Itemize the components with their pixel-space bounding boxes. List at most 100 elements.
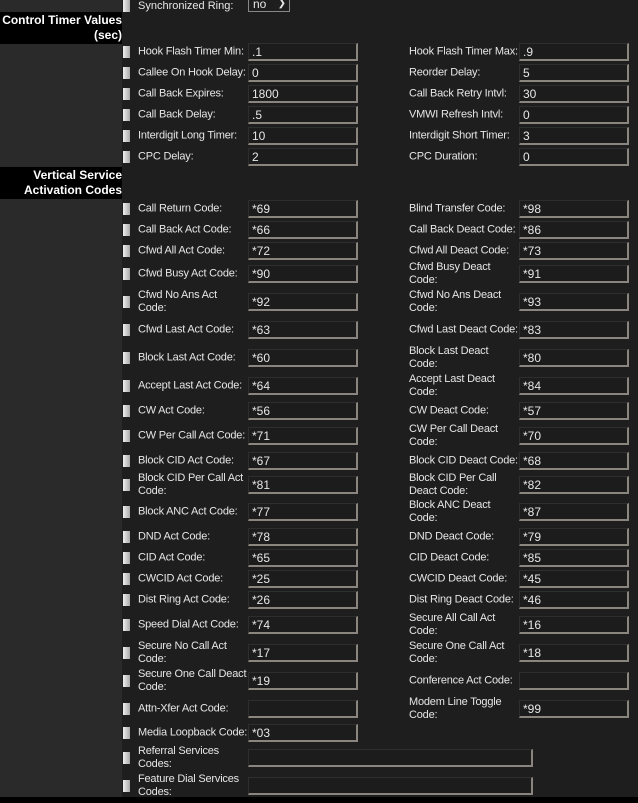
row-marker [123,151,130,163]
attn-xfer-act-code-input[interactable] [248,700,358,718]
cfwd-all-deact-code-input[interactable]: *73 [519,242,629,260]
call-back-act-code-input[interactable]: *66 [248,221,358,239]
vmwi-refresh-intvl-input[interactable]: 0 [519,106,629,124]
form-row: CID Act Code: *65 CID Deact Code: *85 [122,545,638,571]
dnd-act-code-input[interactable]: *78 [248,528,358,546]
dist-ring-act-code-input[interactable]: *26 [248,591,358,609]
cw-per-call-deact-code-input[interactable]: *70 [519,427,629,445]
cfwd-all-act-code-label: Cfwd All Act Code: [138,244,225,257]
block-anc-deact-code-label: Block ANC Deact Code: [409,499,491,524]
cfwd-all-act-code-input[interactable]: *72 [248,242,358,260]
row-marker [123,552,130,564]
dist-ring-deact-code-input[interactable]: *46 [519,591,629,609]
accept-last-act-code-input[interactable]: *64 [248,377,358,395]
form-row: Block CID Act Code: *67 Block CID Deact Co… [122,448,638,474]
referral-services-codes-label: Referral Services Codes: [138,745,219,770]
form-row: Referral Services Codes: [122,745,638,771]
blind-transfer-code-input[interactable]: *98 [519,200,629,218]
block-anc-act-code-input[interactable]: *77 [248,503,358,521]
form-row: CWCID Act Code: *25 CWCID Deact Code: *45 [122,566,638,592]
media-loopback-code-input[interactable]: *03 [248,724,358,742]
form-row: Interdigit Long Timer: 10 Interdigit Short… [122,123,638,149]
cpc-delay-input[interactable]: 2 [248,148,358,166]
accept-last-deact-code-label: Accept Last Deact Code: [409,373,495,398]
cwcid-act-code-input[interactable]: *25 [248,570,358,588]
call-back-retry-intvl-label: Call Back Retry Intvl: [409,87,507,100]
cfwd-no-ans-act-code-input[interactable]: *92 [248,293,358,311]
cw-per-call-act-code-input[interactable]: *71 [248,427,358,445]
row-marker [123,405,130,417]
block-last-deact-code-input[interactable]: *80 [519,349,629,367]
block-cid-act-code-label: Block CID Act Code: [138,454,234,467]
cpc-duration-input[interactable]: 0 [519,148,629,166]
secure-one-call-act-code-input[interactable]: *18 [519,644,629,662]
block-anc-deact-code-input[interactable]: *87 [519,503,629,521]
modem-line-toggle-code-input[interactable]: *99 [519,700,629,718]
cfwd-busy-deact-code-input[interactable]: *91 [519,265,629,283]
block-cid-per-call-deact-code-label: Block CID Per Call Deact Code: [409,472,497,497]
secure-no-call-act-code-input[interactable]: *17 [248,644,358,662]
speed-dial-act-code-label: Speed Dial Act Code: [138,618,239,631]
callee-on-hook-delay-input[interactable]: 0 [248,64,358,82]
interdigit-short-timer-input[interactable]: 3 [519,127,629,145]
block-last-act-code-input[interactable]: *60 [248,349,358,367]
dist-ring-deact-code-label: Dist Ring Deact Code: [409,593,514,606]
referral-services-codes-input[interactable] [248,749,533,767]
dnd-deact-code-input[interactable]: *79 [519,528,629,546]
secure-one-call-deact-code-input[interactable]: *19 [248,672,358,690]
cw-act-code-input[interactable]: *56 [248,402,358,420]
secure-one-call-deact-code-label: Secure One Call Deact Code: [138,668,247,693]
call-back-expires-input[interactable]: 1800 [248,85,358,103]
cid-deact-code-input[interactable]: *85 [519,549,629,567]
cid-act-code-input[interactable]: *65 [248,549,358,567]
form-row: Accept Last Act Code: *64 Accept Last Deac… [122,373,638,399]
form-row: Block ANC Act Code: *77 Block ANC Deact Co… [122,499,638,525]
dnd-act-code-label: DND Act Code: [138,530,210,543]
cfwd-no-ans-deact-code-input[interactable]: *93 [519,293,629,311]
cfwd-busy-act-code-label: Cfwd Busy Act Code: [138,267,238,280]
accept-last-deact-code-input[interactable]: *84 [519,377,629,395]
block-cid-deact-code-label: Block CID Deact Code: [409,454,518,467]
vmwi-refresh-intvl-label: VMWI Refresh Intvl: [409,108,503,121]
synchronized-ring-label: Synchronized Ring: [138,0,234,12]
block-cid-per-call-act-code-label: Block CID Per Call Act Code: [138,472,244,497]
form-row: Secure One Call Deact Code: *19 Conference… [122,668,638,694]
call-return-code-input[interactable]: *69 [248,200,358,218]
interdigit-short-timer-label: Interdigit Short Timer: [409,129,510,142]
hook-flash-timer-min-input[interactable]: .1 [248,43,358,61]
cfwd-busy-deact-code-label: Cfwd Busy Deact Code: [409,261,491,286]
block-cid-per-call-deact-code-input[interactable]: *82 [519,476,629,494]
synchronized-ring-select[interactable]: no ❯ [248,0,290,12]
speed-dial-act-code-input[interactable]: *74 [248,616,358,634]
cw-deact-code-input[interactable]: *57 [519,402,629,420]
row-marker [123,594,130,606]
conference-act-code-input[interactable] [519,672,629,690]
cid-deact-code-label: CID Deact Code: [409,551,490,564]
cfwd-last-deact-code-input[interactable]: *83 [519,321,629,339]
call-back-deact-code-input[interactable]: *86 [519,221,629,239]
section-header: Control Timer Values (sec) [0,12,122,44]
feature-dial-services-codes-input[interactable] [248,777,533,795]
block-cid-act-code-input[interactable]: *67 [248,452,358,470]
cwcid-deact-code-input[interactable]: *45 [519,570,629,588]
block-cid-deact-code-input[interactable]: *68 [519,452,629,470]
interdigit-long-timer-input[interactable]: 10 [248,127,358,145]
row-marker [123,0,130,12]
block-cid-per-call-act-code-input[interactable]: *81 [248,476,358,494]
cfwd-no-ans-deact-code-label: Cfwd No Ans Deact Code: [409,289,501,314]
secure-all-call-act-code-input[interactable]: *16 [519,616,629,634]
cw-per-call-deact-code-label: CW Per Call Deact Code: [409,423,498,448]
row-marker [123,506,130,518]
cfwd-all-deact-code-label: Cfwd All Deact Code: [409,244,509,257]
call-back-delay-input[interactable]: .5 [248,106,358,124]
reorder-delay-input[interactable]: 5 [519,64,629,82]
cfwd-busy-act-code-input[interactable]: *90 [248,265,358,283]
section-title-line: Control Timer Values [2,13,122,27]
hook-flash-timer-max-input[interactable]: .9 [519,43,629,61]
form-row: Call Back Act Code: *66 Call Back Deact Co… [122,217,638,243]
row-marker [123,224,130,236]
call-back-retry-intvl-input[interactable]: 30 [519,85,629,103]
cfwd-last-act-code-input[interactable]: *63 [248,321,358,339]
media-loopback-code-label: Media Loopback Code: [138,726,248,739]
section-title-line: Activation Codes [23,183,122,197]
